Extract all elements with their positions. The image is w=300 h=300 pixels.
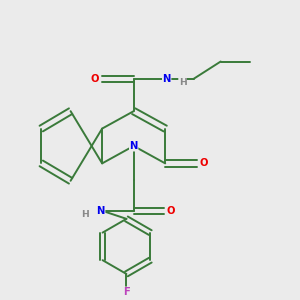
Text: O: O (200, 158, 208, 168)
Text: N: N (130, 141, 138, 151)
Text: H: H (179, 78, 187, 87)
Text: F: F (123, 287, 130, 297)
Text: O: O (91, 74, 99, 84)
Text: H: H (81, 210, 88, 219)
Text: O: O (166, 206, 175, 216)
Text: N: N (97, 206, 105, 216)
Text: N: N (163, 74, 171, 84)
